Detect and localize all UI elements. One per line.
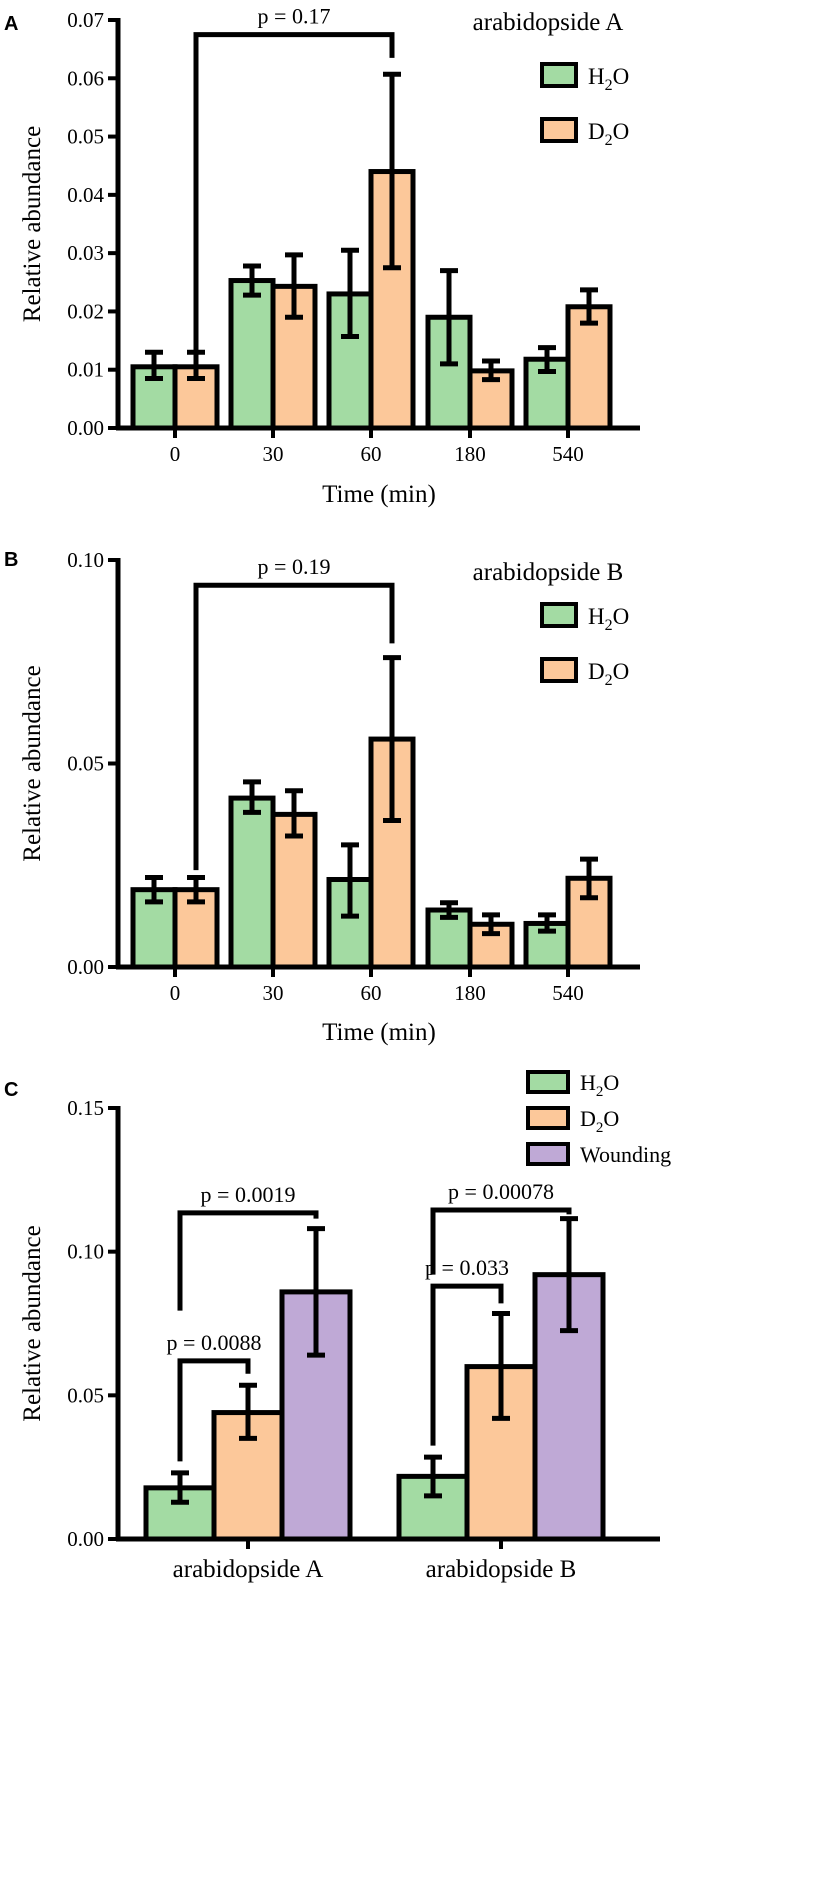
- chart-title: arabidopside A: [473, 9, 624, 36]
- legend-label-h2o: H2O: [588, 64, 629, 94]
- significance-bracket: [177, 1358, 251, 1462]
- chart-panel-c: C 0.00 0.05 0.10 0.15 arabidopside A arabidops…: [4, 1070, 671, 1583]
- x-tick-label: 0: [170, 981, 181, 1005]
- chart-panel-b: B 0.00 0.05 0.10 0 30 60 180 540 Relative abundan…: [4, 548, 640, 1046]
- y-axis-label: Relative abundance: [19, 1225, 46, 1421]
- y-tick-label: 0.03: [67, 241, 104, 265]
- x-tick-label: 540: [552, 442, 584, 466]
- y-tick-label: 0.04: [67, 183, 104, 207]
- x-tick-label: arabidopside B: [426, 1556, 577, 1583]
- legend-label-h2o: H2O: [580, 1070, 619, 1100]
- y-tick-label: 0.00: [67, 416, 104, 440]
- legend-swatch-h2o: [540, 62, 578, 88]
- y-tick-label: 0.00: [67, 1527, 104, 1551]
- y-axis-label: Relative abundance: [19, 126, 46, 322]
- significance-bracket: [430, 1207, 572, 1275]
- p-value-label: p = 0.19: [258, 554, 331, 579]
- chart-title: arabidopside B: [473, 559, 624, 586]
- legend-swatch-d2o: [540, 657, 578, 683]
- y-tick-label: 0.01: [67, 358, 104, 382]
- p-value-label: p = 0.0019: [201, 1182, 296, 1207]
- panel-letter: B: [4, 549, 18, 571]
- x-tick-label: 180: [454, 442, 486, 466]
- legend-label-wounding: Wounding: [580, 1142, 671, 1167]
- y-tick-label: 0.05: [67, 125, 104, 149]
- legend-label-d2o: D2O: [580, 1106, 619, 1136]
- y-tick-label: 0.02: [67, 299, 104, 323]
- legend-label-h2o: H2O: [588, 604, 629, 634]
- y-tick-label: 0.05: [67, 1383, 104, 1407]
- p-value-label: p = 0.0088: [167, 1330, 262, 1355]
- significance-bracket: [177, 1210, 319, 1311]
- bar-h2o-30[interactable]: [228, 278, 276, 431]
- p-value-label: p = 0.033: [425, 1255, 509, 1280]
- y-tick-label: 0.07: [67, 8, 104, 32]
- panel-letter: A: [4, 13, 18, 35]
- significance-bracket: [193, 582, 395, 871]
- x-tick-label: 30: [263, 981, 284, 1005]
- x-tick-label: 180: [454, 981, 486, 1005]
- significance-bracket: [193, 32, 395, 361]
- legend-swatch-wounding: [526, 1142, 570, 1166]
- legend-label-d2o: D2O: [588, 119, 629, 149]
- x-tick-label: 60: [361, 981, 382, 1005]
- legend-swatch-h2o: [526, 1070, 570, 1094]
- y-tick-label: 0.10: [67, 1240, 104, 1264]
- x-tick-label: 30: [263, 442, 284, 466]
- legend-label-d2o: D2O: [588, 659, 629, 689]
- y-tick-label: 0.05: [67, 752, 104, 776]
- panel-letter: C: [4, 1079, 18, 1101]
- y-tick-label: 0.10: [67, 548, 104, 572]
- y-axis-label: Relative abundance: [19, 665, 46, 861]
- bar-h2o-30[interactable]: [228, 795, 276, 970]
- legend-swatch-d2o: [526, 1106, 570, 1130]
- y-tick-label: 0.15: [67, 1096, 104, 1120]
- x-axis-label: Time (min): [322, 1019, 436, 1046]
- x-tick-label: 540: [552, 981, 584, 1005]
- significance-bracket: [430, 1283, 504, 1446]
- chart-panel-a: A 0.00 0.01 0.02 0.03 0.04 0.05 0.06 0.07 0 30 60 18…: [4, 4, 640, 508]
- p-value-label: p = 0.00078: [448, 1179, 554, 1204]
- y-tick-label: 0.06: [67, 66, 104, 90]
- y-tick-label: 0.00: [67, 955, 104, 979]
- x-tick-label: arabidopside A: [173, 1556, 324, 1583]
- p-value-label: p = 0.17: [258, 4, 331, 29]
- legend-swatch-h2o: [540, 602, 578, 628]
- x-tick-label: 0: [170, 442, 181, 466]
- legend-swatch-d2o: [540, 117, 578, 143]
- x-axis-label: Time (min): [322, 481, 436, 508]
- x-tick-label: 60: [361, 442, 382, 466]
